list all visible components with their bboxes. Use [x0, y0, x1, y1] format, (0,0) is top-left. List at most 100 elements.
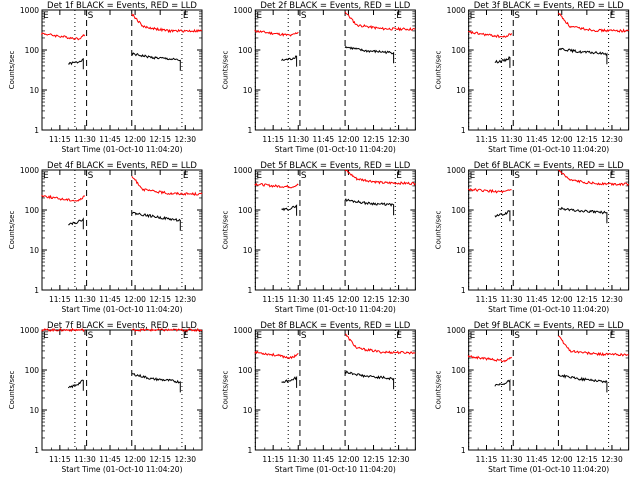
plot-frame: [41, 9, 203, 131]
marker-label: S: [88, 11, 94, 21]
x-tick-label: 11:15: [49, 295, 71, 304]
series-line-lld: [558, 169, 630, 187]
y-axis-label: Counts/sec: [8, 211, 16, 250]
x-tick-label: 11:30: [287, 295, 309, 304]
x-axis-label: Start Time (01-Oct-10 11:04:20): [275, 305, 396, 314]
series-line-lld: [558, 335, 629, 357]
series-line-events: [558, 206, 608, 224]
x-axis-label: Start Time (01-Oct-10 11:04:20): [488, 305, 609, 314]
y-tick-label: 100: [238, 366, 253, 375]
marker-label: E: [256, 331, 262, 341]
x-tick-label: 11:15: [49, 455, 71, 464]
y-tick-label: 100: [238, 46, 253, 55]
y-axis-label: Counts/sec: [8, 51, 16, 90]
panel-det-9f: Det 9f BLACK = Events, RED = LLD 1 10 100 10…: [435, 321, 630, 474]
x-tick-label: 12:30: [601, 295, 623, 304]
x-tick-label: 11:45: [99, 455, 121, 464]
y-tick-label: 1000: [233, 166, 252, 175]
x-axis-label: Start Time (01-Oct-10 11:04:20): [61, 465, 182, 474]
y-tick-label: 10: [243, 406, 253, 415]
panel-title: Det 1f BLACK = Events, RED = LLD: [47, 1, 197, 11]
series-line-lld: [131, 327, 203, 333]
x-tick-label: 11:30: [501, 135, 523, 144]
y-axis-label: Counts/sec: [435, 371, 443, 410]
y-tick-label: 1: [461, 286, 466, 295]
x-tick-label: 12:00: [124, 455, 146, 464]
series-line-lld: [41, 327, 85, 333]
plot-frame: [468, 329, 630, 451]
x-tick-label: 12:15: [576, 455, 598, 464]
y-tick-label: 1: [248, 446, 253, 455]
y-axis-label: Counts/sec: [8, 371, 16, 410]
y-tick-label: 1: [34, 286, 39, 295]
series-line-events: [494, 378, 511, 391]
x-axis-label: Start Time (01-Oct-10 11:04:20): [61, 145, 182, 154]
plot-frame: [41, 169, 203, 291]
x-tick-label: 12:15: [149, 295, 171, 304]
marker-label: E: [470, 11, 476, 21]
marker-label: S: [514, 171, 520, 181]
x-tick-label: 12:30: [174, 455, 196, 464]
y-tick-label: 100: [451, 206, 466, 215]
panel-det-5f: Det 5f BLACK = Events, RED = LLD 1 10 100 10…: [221, 161, 416, 314]
marker-label: E: [43, 331, 49, 341]
series-line-events: [68, 58, 84, 70]
series-line-lld: [131, 13, 203, 34]
plot-frame: [254, 169, 416, 291]
x-tick-label: 12:15: [363, 455, 385, 464]
y-axis-label: Counts/sec: [435, 51, 443, 90]
series-line-lld: [345, 333, 416, 355]
series-line-events: [131, 52, 181, 71]
y-tick-label: 1: [34, 446, 39, 455]
series-line-events: [131, 373, 181, 393]
panel-title: Det 4f BLACK = Events, RED = LLD: [47, 161, 197, 171]
marker-label: E: [43, 11, 49, 21]
x-tick-label: 11:30: [287, 455, 309, 464]
series-line-events: [344, 370, 395, 390]
x-tick-label: 12:30: [388, 455, 410, 464]
x-tick-label: 11:45: [99, 135, 121, 144]
x-tick-label: 12:15: [576, 135, 598, 144]
panel-det-8f: Det 8f BLACK = Events, RED = LLD 1 10 100 10…: [221, 321, 416, 474]
x-tick-label: 11:30: [501, 295, 523, 304]
panel-title: Det 7f BLACK = Events, RED = LLD: [47, 321, 197, 331]
marker-label: E: [470, 331, 476, 341]
x-tick-label: 12:15: [149, 455, 171, 464]
series-line-lld: [344, 169, 416, 186]
series-line-events: [68, 217, 84, 230]
y-axis-label: Counts/sec: [221, 371, 229, 410]
x-tick-label: 12:00: [338, 295, 360, 304]
y-axis-label: Counts/sec: [435, 211, 443, 250]
y-tick-label: 1: [248, 126, 253, 135]
marker-label: E: [396, 11, 402, 21]
series-line-lld: [254, 182, 299, 189]
marker-label: E: [183, 171, 189, 181]
x-tick-label: 12:00: [338, 455, 360, 464]
y-tick-label: 10: [243, 246, 253, 255]
x-tick-label: 11:45: [526, 135, 548, 144]
marker-label: E: [396, 171, 402, 181]
y-tick-label: 10: [243, 86, 253, 95]
plot-frame: [468, 169, 630, 291]
y-axis-label: Counts/sec: [221, 51, 229, 90]
marker-label: S: [514, 331, 520, 341]
x-tick-label: 12:30: [601, 455, 623, 464]
panel-det-1f: Det 1f BLACK = Events, RED = LLD 1 10 100 10…: [8, 1, 203, 154]
plot-frame: [254, 329, 416, 451]
x-axis-label: Start Time (01-Oct-10 11:04:20): [488, 465, 609, 474]
y-tick-label: 100: [451, 366, 466, 375]
x-tick-label: 11:15: [476, 455, 498, 464]
x-tick-label: 12:15: [363, 135, 385, 144]
x-tick-label: 12:15: [149, 135, 171, 144]
series-line-lld: [254, 29, 299, 37]
series-line-events: [281, 375, 298, 388]
x-tick-label: 11:15: [476, 135, 498, 144]
panel-title: Det 3f BLACK = Events, RED = LLD: [474, 1, 624, 11]
series-line-events: [281, 55, 298, 67]
marker-label: E: [610, 11, 616, 21]
x-tick-label: 12:30: [388, 295, 410, 304]
marker-label: E: [610, 171, 616, 181]
y-tick-label: 1000: [447, 326, 466, 335]
series-line-lld: [254, 350, 299, 360]
